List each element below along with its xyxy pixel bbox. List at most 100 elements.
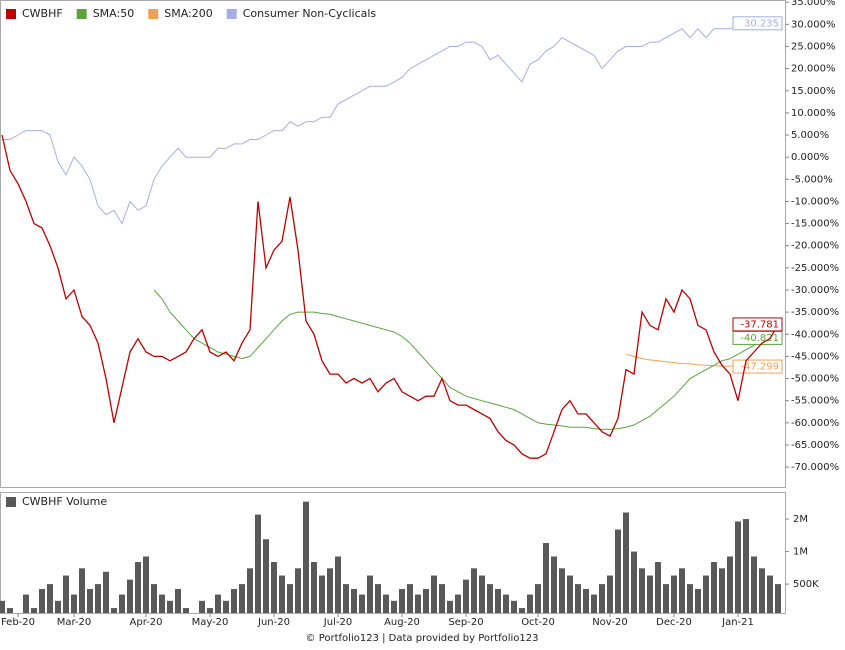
volume-bar [151,584,157,613]
last-value-label: -47.299 [740,362,779,373]
volume-bar [591,594,597,613]
volume-bar [0,600,5,613]
y-tick-label: -65.000% [791,440,839,451]
y-tick-label: 10.000% [791,108,836,119]
volume-bar [511,600,517,613]
volume-bar [647,575,653,613]
volume-bar [31,608,37,613]
x-tick-label: Apr-20 [130,617,163,628]
volume-bar [551,556,557,613]
volume-bar [423,589,429,613]
volume-bar [231,589,237,613]
legend-label: SMA:200 [164,7,213,20]
volume-bar [79,568,85,613]
volume-bar [279,575,285,613]
y-tick-label: 25.000% [791,41,836,52]
volume-bar [431,575,437,613]
volume-bar [495,589,501,613]
volume-bar [47,584,53,613]
x-tick-label: Jul-20 [323,617,352,628]
volume-bar [263,539,269,613]
y-tick-label: -25.000% [791,263,839,274]
volume-bar [295,568,301,613]
x-tick-label: Sep-20 [448,617,483,628]
volume-bar [415,594,421,613]
x-tick-label: Jan-21 [721,617,754,628]
volume-bar [447,600,453,613]
legend-label: Consumer Non-Cyclicals [243,7,377,20]
legend-swatch [6,497,16,507]
y-tick-label: 35.000% [791,0,836,8]
volume-bar [735,521,741,613]
y-tick-label: 15.000% [791,86,836,97]
volume-bar [255,514,261,613]
legend-label: CWBHF [22,7,63,20]
volume-bar [567,575,573,613]
volume-bar [327,568,333,613]
y-tick-label: -15.000% [791,219,839,230]
volume-bar [7,608,13,613]
legend-swatch [76,9,87,19]
series-line [153,289,779,430]
volume-y-tick-label: 2M [793,514,808,525]
footer: © Portfolio123 | Data provided by Portfo… [306,633,539,644]
volume-bar [183,608,189,613]
volume-bar [639,568,645,613]
volume-bar [39,589,45,613]
volume-panel [0,492,786,614]
last-value-label: -37.781 [740,319,779,330]
volume-bar [455,594,461,613]
volume-bar [343,584,349,613]
volume-bar [127,579,133,613]
volume-bar [239,584,245,613]
y-tick-label: -50.000% [791,374,839,385]
volume-bar [199,600,205,613]
volume-bar [527,594,533,613]
volume-bar [743,519,749,613]
y-tick-label: -55.000% [791,396,839,407]
volume-bar [351,589,357,613]
legend-label: SMA:50 [93,7,135,20]
volume-bar [103,571,109,613]
last-value-box [732,317,783,332]
volume-bar [759,568,765,613]
volume-bar [119,594,125,613]
legend-label: CWBHF Volume [22,495,107,508]
volume-bar [575,584,581,613]
y-tick-label: -45.000% [791,351,839,362]
volume-bar [599,584,605,613]
x-tick-label: Aug-20 [384,617,420,628]
last-value-box [732,16,783,31]
volume-bar [383,594,389,613]
series-line [1,134,779,459]
volume-bar [167,600,173,613]
volume-bar [487,584,493,613]
volume-bar [607,575,613,613]
last-value-label: 30.235 [744,18,779,29]
volume-y-tick-label: 1M [793,547,808,558]
y-tick-label: -60.000% [791,418,839,429]
x-tick-label: Oct-20 [521,617,555,628]
volume-bar [631,551,637,613]
volume-bar [223,600,229,613]
volume-bar [335,556,341,613]
price-panel [0,0,786,488]
volume-bar [63,575,69,613]
y-tick-label: 20.000% [791,64,836,75]
y-tick-label: -35.000% [791,307,839,318]
volume-bar [711,562,717,613]
y-tick-label: 0.000% [791,152,829,163]
legend-swatch [148,9,159,19]
volume-bar [159,594,165,613]
volume-bar [519,608,525,613]
series-line [2,22,779,225]
volume-bar [311,562,317,613]
volume-bar [271,562,277,613]
volume-bar [695,589,701,613]
x-tick-label: May-20 [192,617,229,628]
volume-bar [663,584,669,613]
volume-bar [367,575,373,613]
volume-bar [87,589,93,613]
volume-bar [703,575,709,613]
